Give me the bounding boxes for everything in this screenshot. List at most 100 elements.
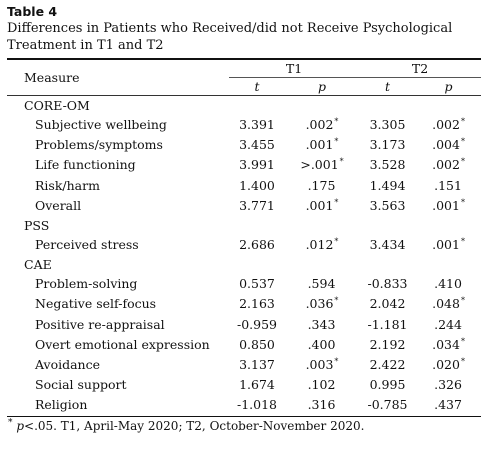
t1-t-value: -1.018 [236,397,277,413]
t1-p-cell: .001* [285,196,359,216]
p-value: .244 [434,316,462,332]
row-label: Subjective wellbeing [35,117,167,132]
p-value: .003 [305,357,334,373]
p-value: .001 [305,137,334,153]
t1-t-value: 2.163 [239,296,275,312]
t2-t-value: 3.305 [369,117,406,132]
table-row: Social support 1.674 .102 0.995 .326 [7,375,481,395]
section-heading: PSS [24,218,50,234]
t1-p-cell: .003* [285,355,359,375]
t1-t-value: 1.674 [239,377,275,393]
header-row-stats: t p t p [7,77,482,96]
t1-p-cell: .400 [285,335,359,355]
t1-t-value: -0.959 [236,316,277,332]
table-row: Problem-solving 0.537 .594 -0.833 .410 [7,274,481,294]
header-measure: Measure [7,60,229,96]
p-value: .002 [305,117,334,132]
table-row: Problems/symptoms 3.455.001* 3.173.004* [7,135,481,155]
t2-t-value: 3.173 [369,137,406,153]
t2-t-value: 1.494 [369,177,406,193]
table-title: Differences in Patients who Received/did… [7,21,453,53]
t2-t-value: 2.192 [369,336,406,352]
section-row: CORE-OM [7,96,481,116]
table-row: Subjective wellbeing 3.391.002* 3.305.002* [7,115,481,135]
t2-p-cell: .020* [416,355,481,375]
table-label: Table 4 [7,4,58,19]
t2-p-cell: .034* [416,335,481,355]
t2-t-value: 3.434 [369,237,406,253]
section-row: PSS [7,216,481,235]
p-value: .034 [432,336,460,352]
t2-p-cell: .002* [416,155,481,175]
p-value: .175 [307,177,336,193]
t2-p-cell: .002* [416,115,481,135]
p-value: .410 [434,276,462,292]
table-row: Risk/harm 1.400 .175 1.494 .151 [7,176,481,196]
p-value: .326 [434,377,462,393]
row-label: Life functioning [35,157,136,173]
t2-t-value: 2.042 [369,296,406,312]
section-heading: CAE [24,257,52,273]
t2-t-value: 3.528 [369,157,406,173]
p-value: .012 [305,237,334,253]
significance-mark: * [460,116,465,126]
significance-mark: * [334,197,339,207]
t1-t-value: 0.850 [239,336,275,352]
row-label: Perceived stress [35,237,139,253]
t1-p-cell: >.001* [285,155,359,175]
table-footnote: * p<.05. T1, April-May 2020; T2, October… [7,418,481,434]
row-label: Positive re-appraisal [35,316,165,332]
p-value: .002 [432,157,460,173]
t1-p-cell: .102 [285,375,359,395]
t1-t-value: 3.991 [239,157,275,173]
row-label: Problems/symptoms [35,137,163,153]
p-value: .020 [432,357,460,373]
p-value: .594 [307,276,336,292]
table-row: Overall 3.771.001* 3.563.001* [7,196,481,216]
significance-mark: * [339,157,344,167]
header-group-t2: T2 [359,60,482,78]
significance-mark: * [460,356,465,366]
t2-t-value: 2.422 [369,357,406,373]
t1-p-cell: .316 [285,395,359,415]
header-t1-p: p [285,77,360,96]
significance-mark: * [460,197,465,207]
section-heading: CORE-OM [24,98,90,113]
t1-t-value: 0.537 [239,276,275,292]
row-label: Overt emotional expression [35,336,210,352]
significance-mark: * [334,296,339,306]
significance-mark: * [334,356,339,366]
p-value: .316 [307,397,336,413]
header-t1-t: t [229,77,285,96]
t1-p-cell: .036* [285,294,359,314]
table-row: Life functioning 3.991 >.001* 3.528.002* [7,155,481,175]
t2-p-cell: .151 [416,176,481,196]
table-row: Negative self-focus 2.163.036* 2.042.048* [7,294,481,314]
p-value: .400 [307,336,336,352]
significance-mark: * [334,137,339,147]
p-value: .001 [305,197,334,213]
t2-p-cell: .437 [416,395,481,415]
t2-p-cell: .244 [416,315,481,335]
row-label: Social support [35,377,127,393]
p-value: .001 [432,237,460,253]
row-label: Risk/harm [35,177,100,193]
header-row-groups: Measure T1 T2 [7,60,482,96]
significance-mark: * [460,137,465,147]
t2-p-cell: .048* [416,294,481,314]
table-row: Overt emotional expression 0.850 .400 2.192… [7,335,481,355]
significance-mark: * [334,116,339,126]
top-rule [7,58,481,60]
row-label: Overall [35,197,82,213]
p-value: .343 [307,316,336,332]
p-value: .002 [432,117,460,132]
section-row: CAE [7,255,481,274]
results-table: Measure T1 T2 t p t p CORE-OM Subjective … [7,60,482,416]
significance-mark: * [460,336,465,346]
t1-t-value: 3.391 [239,117,275,132]
t1-p-cell: .175 [285,176,359,196]
t2-p-cell: .001* [416,196,481,216]
footnote-p: p [16,418,25,433]
t1-p-cell: .002* [285,115,359,135]
t2-t-value: -1.181 [367,316,408,332]
